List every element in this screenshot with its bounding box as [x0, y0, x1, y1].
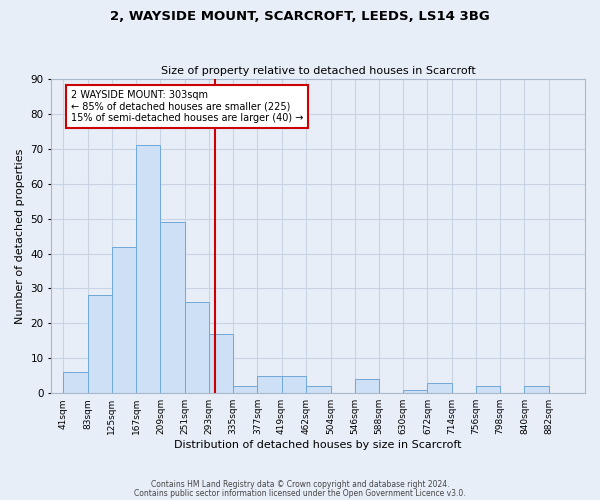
Y-axis label: Number of detached properties: Number of detached properties [15, 148, 25, 324]
Text: Contains HM Land Registry data © Crown copyright and database right 2024.: Contains HM Land Registry data © Crown c… [151, 480, 449, 489]
Bar [160, 222, 185, 393]
Bar [257, 376, 281, 393]
Bar [209, 334, 233, 393]
Bar [403, 390, 427, 393]
Bar [427, 382, 452, 393]
Bar [88, 296, 112, 393]
Bar [307, 386, 331, 393]
Text: 2, WAYSIDE MOUNT, SCARCROFT, LEEDS, LS14 3BG: 2, WAYSIDE MOUNT, SCARCROFT, LEEDS, LS14… [110, 10, 490, 23]
Bar [233, 386, 257, 393]
Bar [524, 386, 548, 393]
Text: Contains public sector information licensed under the Open Government Licence v3: Contains public sector information licen… [134, 490, 466, 498]
Bar [185, 302, 209, 393]
X-axis label: Distribution of detached houses by size in Scarcroft: Distribution of detached houses by size … [175, 440, 462, 450]
Bar [136, 146, 160, 393]
Bar [355, 379, 379, 393]
Bar [112, 246, 136, 393]
Bar [64, 372, 88, 393]
Bar [282, 376, 306, 393]
Bar [476, 386, 500, 393]
Title: Size of property relative to detached houses in Scarcroft: Size of property relative to detached ho… [161, 66, 476, 76]
Text: 2 WAYSIDE MOUNT: 303sqm
← 85% of detached houses are smaller (225)
15% of semi-d: 2 WAYSIDE MOUNT: 303sqm ← 85% of detache… [71, 90, 303, 122]
